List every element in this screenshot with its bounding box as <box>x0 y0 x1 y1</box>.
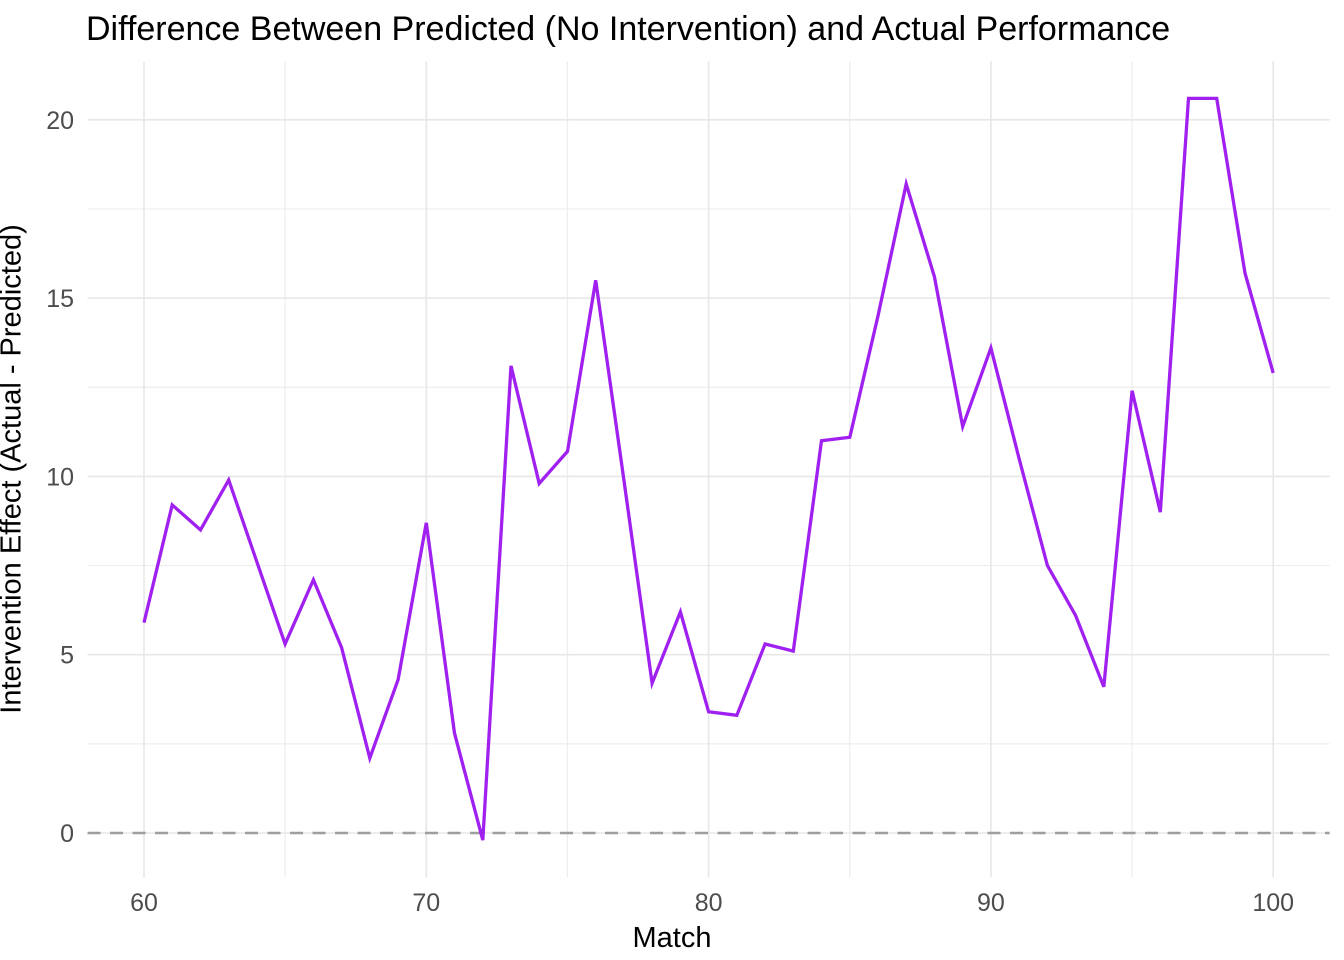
gridlines-major <box>87 61 1330 878</box>
x-axis-title: Match <box>632 922 712 954</box>
y-axis-tick-labels: 0 5 10 15 20 <box>46 107 74 848</box>
chart-title: Difference Between Predicted (No Interve… <box>86 10 1171 48</box>
y-tick-label: 15 <box>46 285 74 313</box>
x-axis-tick-labels: 60 70 80 90 100 <box>130 889 1294 917</box>
y-axis-title-text: Intervention Effect (Actual - Predicted) <box>0 224 28 714</box>
x-tick-label: 90 <box>977 889 1005 917</box>
x-tick-label: 100 <box>1252 889 1294 917</box>
y-tick-label: 0 <box>60 820 74 848</box>
x-tick-label: 60 <box>130 889 158 917</box>
x-tick-label: 70 <box>412 889 440 917</box>
x-tick-label: 80 <box>695 889 723 917</box>
y-tick-label: 5 <box>60 642 74 670</box>
intervention-effect-line <box>142 96 1275 841</box>
y-tick-label: 20 <box>46 107 74 135</box>
y-tick-label: 10 <box>46 463 74 491</box>
